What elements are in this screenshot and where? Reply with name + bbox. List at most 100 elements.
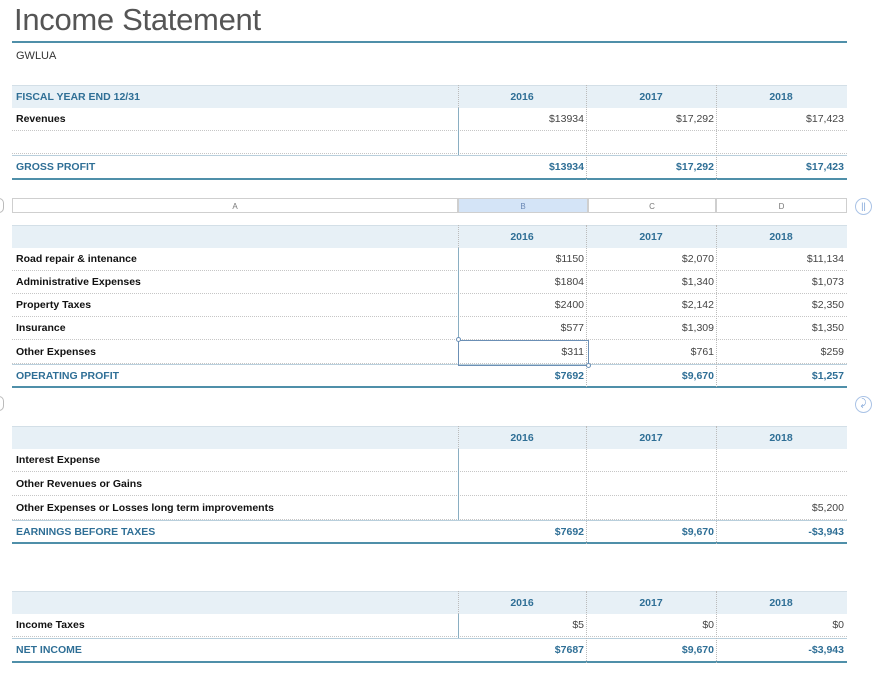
fiscal-year-label[interactable]: FISCAL YEAR END 12/31 (16, 91, 140, 103)
title-divider (12, 41, 847, 43)
total-value[interactable]: $9,670 (681, 644, 714, 656)
value-cell[interactable]: $0 (702, 619, 714, 631)
total-value[interactable]: $17,423 (806, 161, 844, 173)
total-label[interactable]: EARNINGS BEFORE TAXES (16, 526, 156, 538)
value-cell[interactable]: $259 (820, 346, 844, 358)
value-cell[interactable]: $2,070 (681, 253, 714, 265)
column-divider (586, 85, 587, 180)
column-header-bar: A B C D (12, 198, 847, 213)
add-row-button[interactable]: ⤸ (855, 396, 872, 413)
selection-handle[interactable] (586, 363, 591, 368)
value-cell[interactable]: $1804 (554, 276, 584, 288)
year-header[interactable]: 2018 (769, 91, 793, 103)
row-label[interactable]: Property Taxes (16, 299, 92, 311)
value-cell[interactable]: $0 (832, 619, 844, 631)
column-divider (458, 85, 459, 108)
total-row: OPERATING PROFIT $7692 $9,670 $1,257 (12, 364, 847, 388)
value-cell[interactable]: $761 (690, 346, 714, 358)
row-handle[interactable] (0, 198, 4, 213)
column-header-b[interactable]: B (458, 198, 588, 213)
total-value[interactable]: $7692 (554, 370, 584, 382)
total-value[interactable]: $1,257 (811, 370, 844, 382)
total-value[interactable]: $7692 (554, 526, 584, 538)
year-header[interactable]: 2017 (639, 432, 663, 444)
row-label[interactable]: Income Taxes (16, 619, 85, 631)
year-header[interactable]: 2016 (510, 432, 534, 444)
company-subtitle: GWLUA (16, 50, 57, 62)
year-header[interactable]: 2017 (639, 597, 663, 609)
column-divider (586, 225, 587, 387)
row-label[interactable]: Other Revenues or Gains (16, 478, 143, 490)
column-divider (586, 426, 587, 544)
value-cell[interactable]: $5 (572, 619, 584, 631)
year-header[interactable]: 2016 (510, 597, 534, 609)
year-header[interactable]: 2016 (510, 91, 534, 103)
row-label[interactable]: Other Expenses or Losses long term impro… (16, 502, 274, 514)
total-value[interactable]: -$3,943 (808, 644, 844, 656)
value-cell[interactable]: $1,350 (811, 322, 844, 334)
row-label[interactable]: Road repair & intenance (16, 253, 137, 265)
value-cell[interactable]: $5,200 (811, 502, 844, 514)
year-header[interactable]: 2018 (769, 432, 793, 444)
row-label[interactable]: Interest Expense (16, 454, 101, 466)
table-row: Income Taxes $5 $0 $0 (12, 614, 847, 637)
total-value[interactable]: $13934 (548, 161, 584, 173)
value-cell[interactable]: $1,340 (681, 276, 714, 288)
column-divider (716, 225, 717, 387)
add-column-button[interactable]: || (855, 198, 872, 215)
column-divider (586, 591, 587, 663)
value-cell[interactable]: $1,309 (681, 322, 714, 334)
value-cell[interactable]: $2,350 (811, 299, 844, 311)
table-row: Administrative Expenses $1804 $1,340 $1,… (12, 271, 847, 294)
column-header-c[interactable]: C (588, 198, 716, 213)
total-row: EARNINGS BEFORE TAXES $7692 $9,670 -$3,9… (12, 520, 847, 544)
year-header[interactable]: 2017 (639, 91, 663, 103)
column-header-d[interactable]: D (716, 198, 847, 213)
table-header-row: 2016 2017 2018 (12, 225, 847, 248)
value-cell[interactable]: $11,134 (806, 253, 844, 265)
net-income-table: 2016 2017 2018 Income Taxes $5 $0 $0 NET… (12, 591, 847, 663)
total-row: NET INCOME $7687 $9,670 -$3,943 (12, 638, 847, 663)
row-label[interactable]: Revenues (16, 113, 66, 125)
table-row: Road repair & intenance $1150 $2,070 $11… (12, 248, 847, 271)
table-header-row: 2016 2017 2018 (12, 591, 847, 614)
revenue-table: FISCAL YEAR END 12/31 2016 2017 2018 Rev… (12, 85, 847, 180)
table-row: Other Revenues or Gains (12, 473, 847, 496)
value-cell-selected[interactable]: $311 (561, 346, 584, 358)
row-label[interactable]: Other Expenses (16, 346, 96, 358)
year-header[interactable]: 2016 (510, 231, 534, 243)
row-label[interactable]: Administrative Expenses (16, 276, 141, 288)
value-cell[interactable]: $577 (560, 322, 584, 334)
value-cell[interactable]: $2400 (554, 299, 584, 311)
total-value[interactable]: $9,670 (681, 370, 714, 382)
year-header[interactable]: 2018 (769, 597, 793, 609)
total-value[interactable]: $9,670 (681, 526, 714, 538)
cell-selection[interactable] (458, 340, 589, 366)
total-value[interactable]: $17,292 (676, 161, 714, 173)
value-cell[interactable]: $1150 (555, 253, 584, 265)
column-divider (458, 449, 459, 520)
total-label[interactable]: OPERATING PROFIT (16, 370, 120, 382)
value-cell[interactable]: $17,292 (676, 113, 714, 125)
table-row: Revenues $13934 $17,292 $17,423 (12, 108, 847, 131)
total-label[interactable]: NET INCOME (16, 644, 82, 656)
row-handle[interactable] (0, 396, 4, 411)
row-label[interactable]: Insurance (16, 322, 66, 334)
total-label[interactable]: GROSS PROFIT (16, 161, 96, 173)
column-header-a[interactable]: A (12, 198, 458, 213)
table-header-row: FISCAL YEAR END 12/31 2016 2017 2018 (12, 85, 847, 108)
year-header[interactable]: 2017 (639, 231, 663, 243)
total-value[interactable]: $7687 (554, 644, 584, 656)
value-cell[interactable]: $2,142 (681, 299, 714, 311)
value-cell[interactable]: $13934 (548, 113, 584, 125)
selection-handle[interactable] (456, 337, 461, 342)
year-header[interactable]: 2018 (769, 231, 793, 243)
table-row: Interest Expense (12, 449, 847, 472)
column-divider (716, 426, 717, 544)
value-cell[interactable]: $17,423 (806, 113, 844, 125)
total-value[interactable]: -$3,943 (808, 526, 844, 538)
empty-row[interactable] (12, 131, 847, 154)
value-cell[interactable]: $1,073 (811, 276, 844, 288)
column-divider (716, 591, 717, 663)
column-divider (458, 248, 459, 364)
